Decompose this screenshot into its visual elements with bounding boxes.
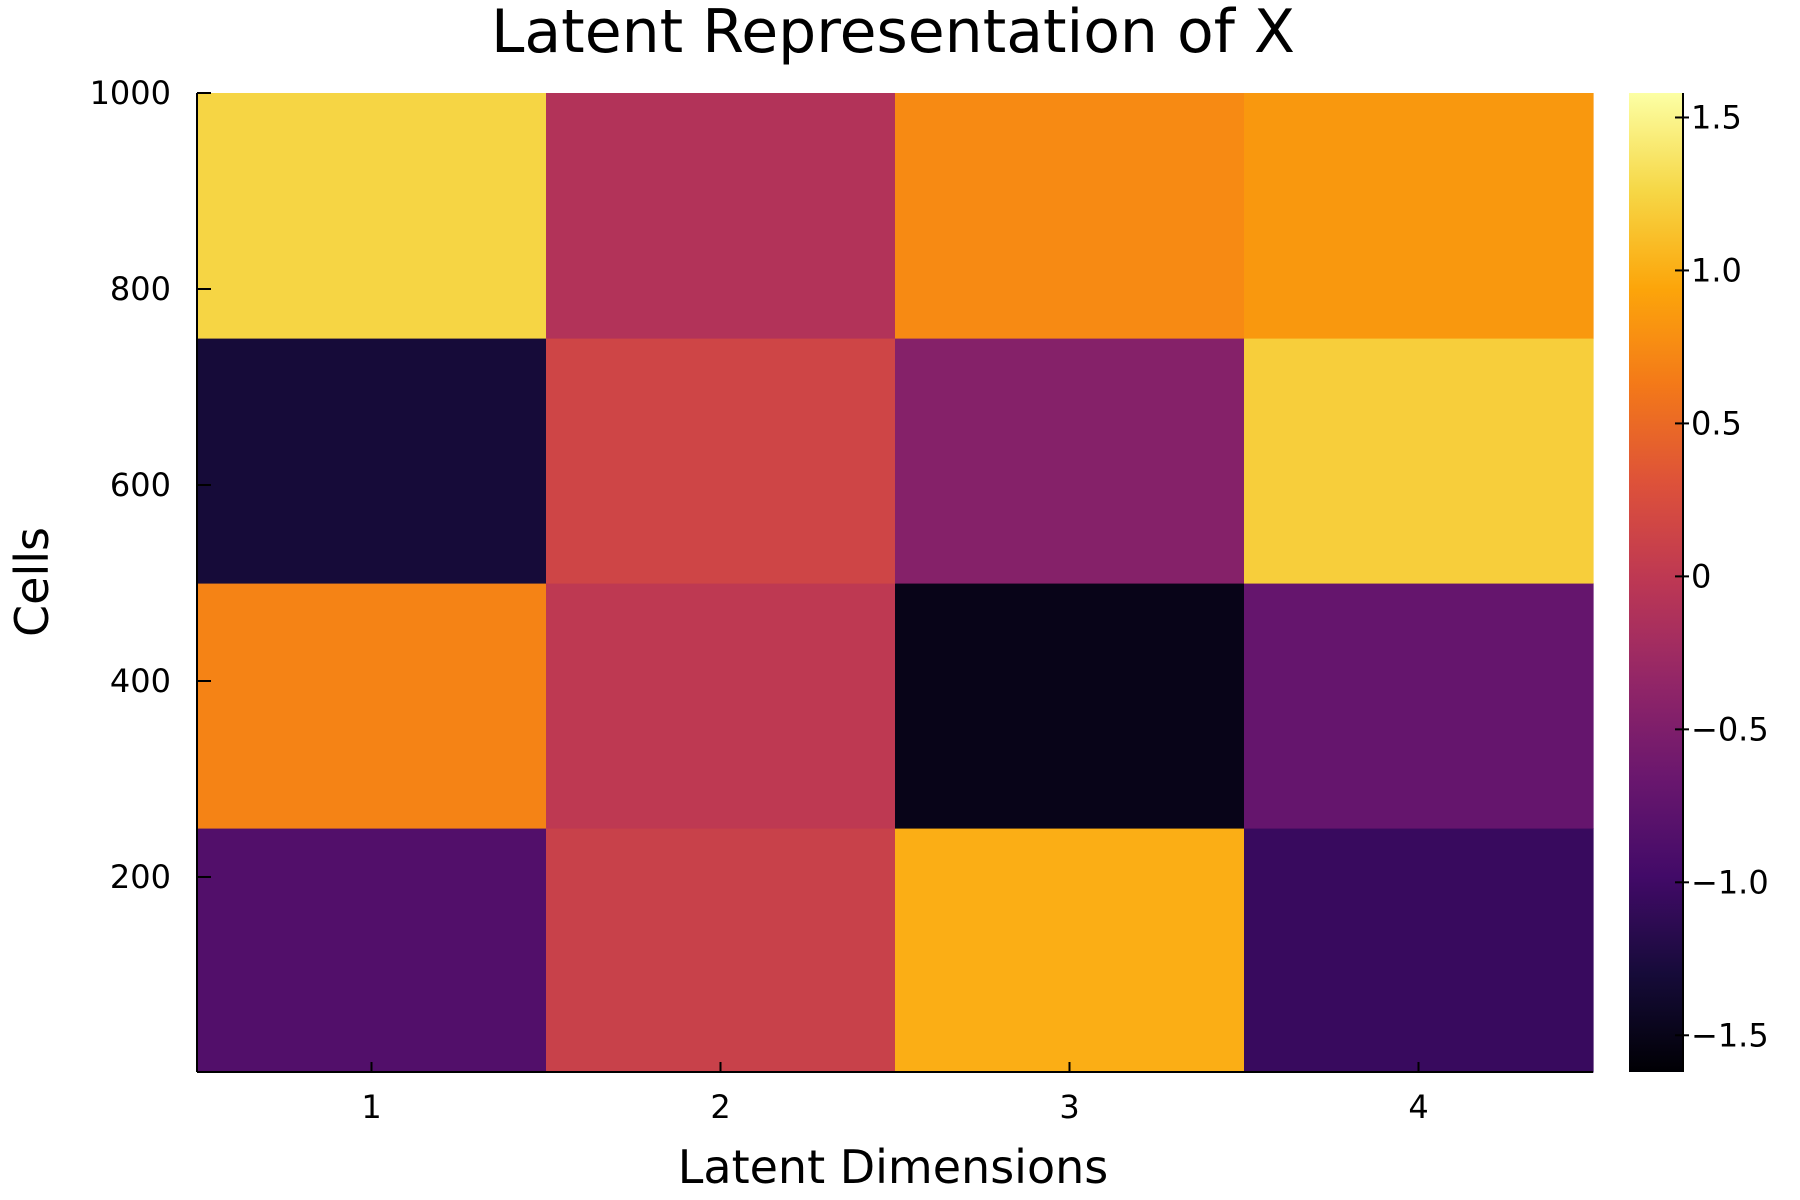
y-tick-label: 400	[110, 662, 171, 700]
heatmap-cell-4-4	[1244, 93, 1594, 339]
heatmap-cell-3-1	[197, 337, 547, 584]
x-tick-label: 2	[710, 1088, 730, 1126]
colorbar-tick-label: −1.0	[1691, 863, 1769, 901]
colorbar-tick-label: 1.5	[1691, 98, 1742, 136]
heatmap-cell-4-3	[895, 93, 1245, 339]
colorbar-tick-label: −1.5	[1691, 1016, 1769, 1054]
y-tick-label: 200	[110, 858, 171, 896]
x-tick-label: 1	[361, 1088, 381, 1126]
heatmap-cell-2-1	[197, 582, 547, 829]
colorbar-tick-label: 0	[1691, 557, 1711, 595]
heatmap-cell-3-3	[895, 337, 1245, 584]
heatmap-cell-3-4	[1244, 337, 1594, 584]
heatmap-cell-4-1	[197, 93, 547, 339]
colorbar-tick-label: 0.5	[1691, 404, 1742, 442]
heatmap-cells	[197, 93, 1594, 1073]
x-tick-label: 3	[1059, 1088, 1079, 1126]
heatmap-cell-1-2	[546, 827, 896, 1073]
heatmap-cell-1-1	[197, 827, 547, 1073]
y-tick-label: 800	[110, 270, 171, 308]
x-tick-label: 4	[1408, 1088, 1428, 1126]
heatmap-cell-2-3	[895, 582, 1245, 829]
heatmap-cell-1-3	[895, 827, 1245, 1073]
heatmap-cell-3-2	[546, 337, 896, 584]
colorbar-gradient	[1629, 93, 1683, 1072]
axes: 1 2 3 4 200 400 600 800 1000	[90, 74, 1593, 1126]
colorbar: −1.5 −1.0 −0.5 0 0.5 1.0 1.5	[1629, 93, 1769, 1072]
y-axis-label: Cells	[5, 527, 59, 637]
y-tick-label: 1000	[90, 74, 171, 112]
x-axis-label: Latent Dimensions	[678, 1140, 1108, 1194]
heatmap-cell-2-4	[1244, 582, 1594, 829]
heatmap-cell-2-2	[546, 582, 896, 829]
colorbar-tick-label: 1.0	[1691, 251, 1742, 289]
heatmap-cell-1-4	[1244, 827, 1594, 1073]
heatmap-cell-4-2	[546, 93, 896, 339]
chart-title: Latent Representation of X	[491, 0, 1295, 67]
colorbar-tick-label: −0.5	[1691, 710, 1769, 748]
y-tick-label: 600	[110, 466, 171, 504]
